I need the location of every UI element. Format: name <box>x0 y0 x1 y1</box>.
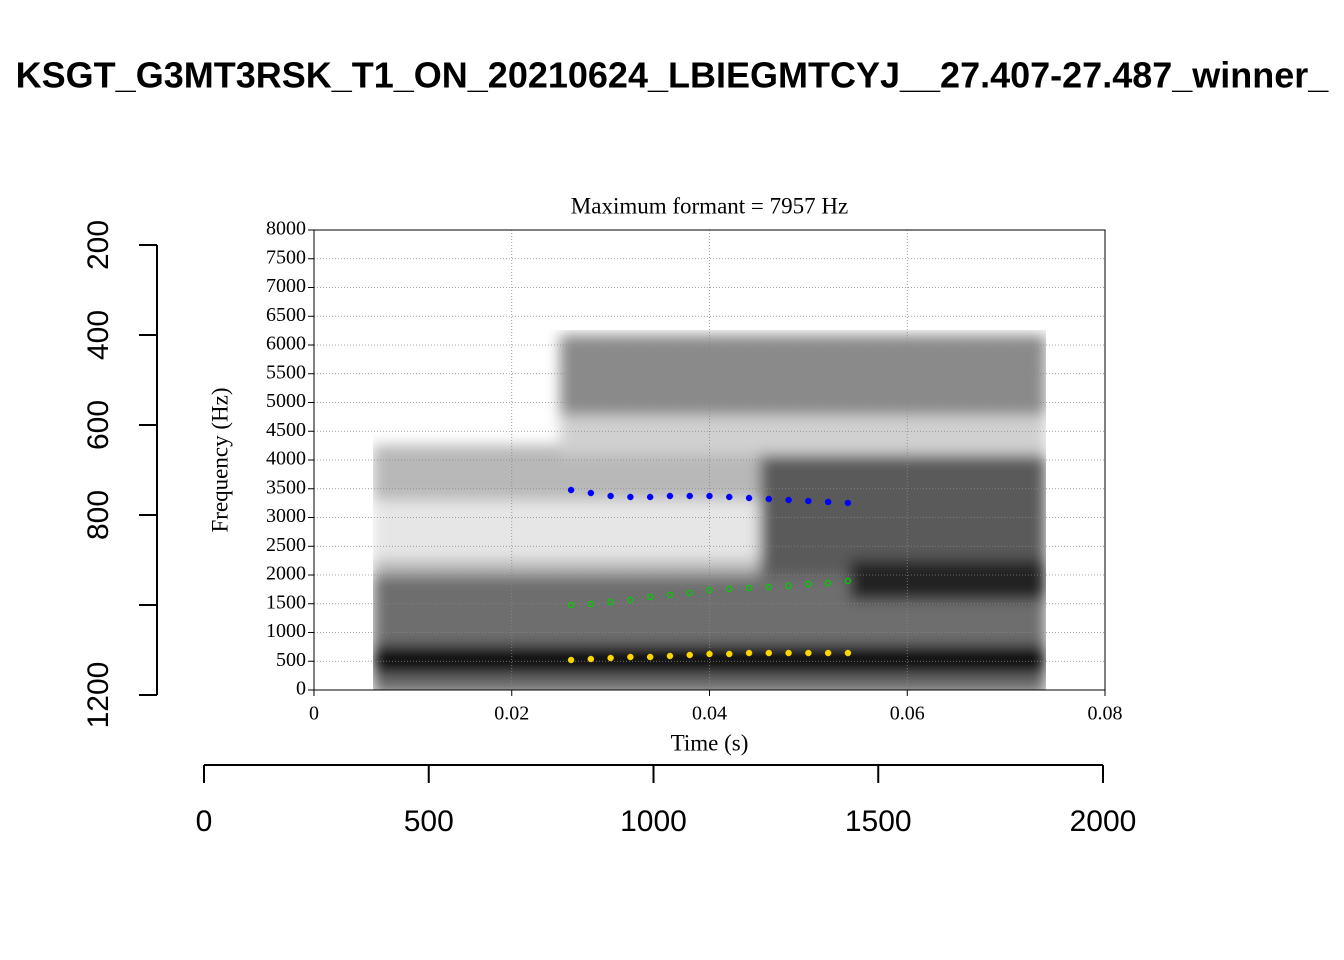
formant-point <box>844 577 852 585</box>
y-tick-label: 1200 <box>82 662 115 729</box>
x-tick-label: 1000 <box>620 805 687 838</box>
formant-point <box>706 650 713 658</box>
y-tick-label: 4500 <box>266 419 306 441</box>
y-tick-label: 600 <box>82 400 115 450</box>
formant-point <box>745 649 753 657</box>
x-tick-label: 0 <box>196 805 213 838</box>
y-tick-label: 6000 <box>266 333 306 355</box>
y-tick-label: 0 <box>296 678 306 700</box>
x-axis-label: Time (s) <box>671 730 749 755</box>
formant-point <box>567 486 575 494</box>
x-tick-label: 0.08 <box>1088 703 1123 725</box>
x-tick-label: 2000 <box>1070 805 1137 838</box>
formant-point <box>627 596 634 604</box>
formant-point <box>726 650 733 658</box>
formant-point <box>765 495 773 503</box>
formant-point <box>844 649 852 657</box>
formant-point <box>824 579 832 587</box>
formant-point <box>805 649 812 657</box>
formant-point <box>587 655 595 663</box>
y-tick-label: 500 <box>276 649 306 671</box>
y-tick-label: 7500 <box>266 246 306 268</box>
plot-frame <box>313 229 1106 691</box>
x-tick-label: 0.02 <box>494 703 529 725</box>
y-tick-label: 3000 <box>266 505 306 527</box>
formant-point <box>785 582 792 590</box>
y-tick-label: 1000 <box>266 620 306 642</box>
x-tick-label: 0.04 <box>692 703 727 725</box>
formant-point <box>686 589 693 597</box>
y-tick-label: 4000 <box>266 448 306 470</box>
formant-point <box>824 498 832 506</box>
formant-point <box>567 601 575 609</box>
y-tick-label: 3500 <box>266 476 306 498</box>
formant-point <box>745 584 753 592</box>
formant-point <box>765 649 773 657</box>
formant-point <box>805 497 812 505</box>
y-tick-label: 7000 <box>266 275 306 297</box>
formant-point <box>627 653 634 661</box>
y-tick-label: 6500 <box>266 304 306 326</box>
formant-point <box>646 493 654 501</box>
formant-point <box>587 600 595 608</box>
formant-point <box>686 492 693 500</box>
y-tick-label: 8000 <box>266 218 306 240</box>
x-tick-label: 0.06 <box>890 703 925 725</box>
formant-point <box>607 492 614 500</box>
formant-point <box>666 591 674 599</box>
formant-point <box>706 492 713 500</box>
y-tick-label: 5000 <box>266 390 306 412</box>
y-tick-label: 5500 <box>266 361 306 383</box>
x-tick-label: 1500 <box>845 805 912 838</box>
formant-point <box>607 598 614 606</box>
formant-point <box>587 489 595 497</box>
formant-point <box>646 653 654 661</box>
formant-point <box>666 652 674 660</box>
formant-point <box>567 656 575 664</box>
plot-title: Maximum formant = 7957 Hz <box>571 193 848 218</box>
formant-point <box>765 583 773 591</box>
formant-point <box>785 649 792 657</box>
formant-point <box>726 585 733 593</box>
formant-point <box>745 494 753 502</box>
formant-point <box>686 651 693 659</box>
x-tick-label: 500 <box>404 805 454 838</box>
y-tick-label: 800 <box>82 490 115 540</box>
formant-point <box>666 492 674 500</box>
x-tick-label: 0 <box>309 703 319 725</box>
y-axis-label: Frequency (Hz) <box>207 388 232 533</box>
formant-point <box>607 654 614 662</box>
formant-point <box>706 586 713 594</box>
y-tick-label: 2500 <box>266 534 306 556</box>
formant-point <box>627 493 634 501</box>
y-tick-label: 400 <box>82 310 115 360</box>
formant-point <box>785 496 792 504</box>
formant-point <box>805 580 812 588</box>
formant-point <box>844 499 852 507</box>
y-tick-label: 1500 <box>266 591 306 613</box>
page-title: KSGT_G3MT3RSK_T1_ON_20210624_LBIEGMTCYJ_… <box>16 55 1330 96</box>
formant-point <box>824 649 832 657</box>
formant-point <box>726 493 733 501</box>
y-tick-label: 200 <box>82 220 115 270</box>
y-tick-label: 2000 <box>266 563 306 585</box>
formant-point <box>646 593 654 601</box>
